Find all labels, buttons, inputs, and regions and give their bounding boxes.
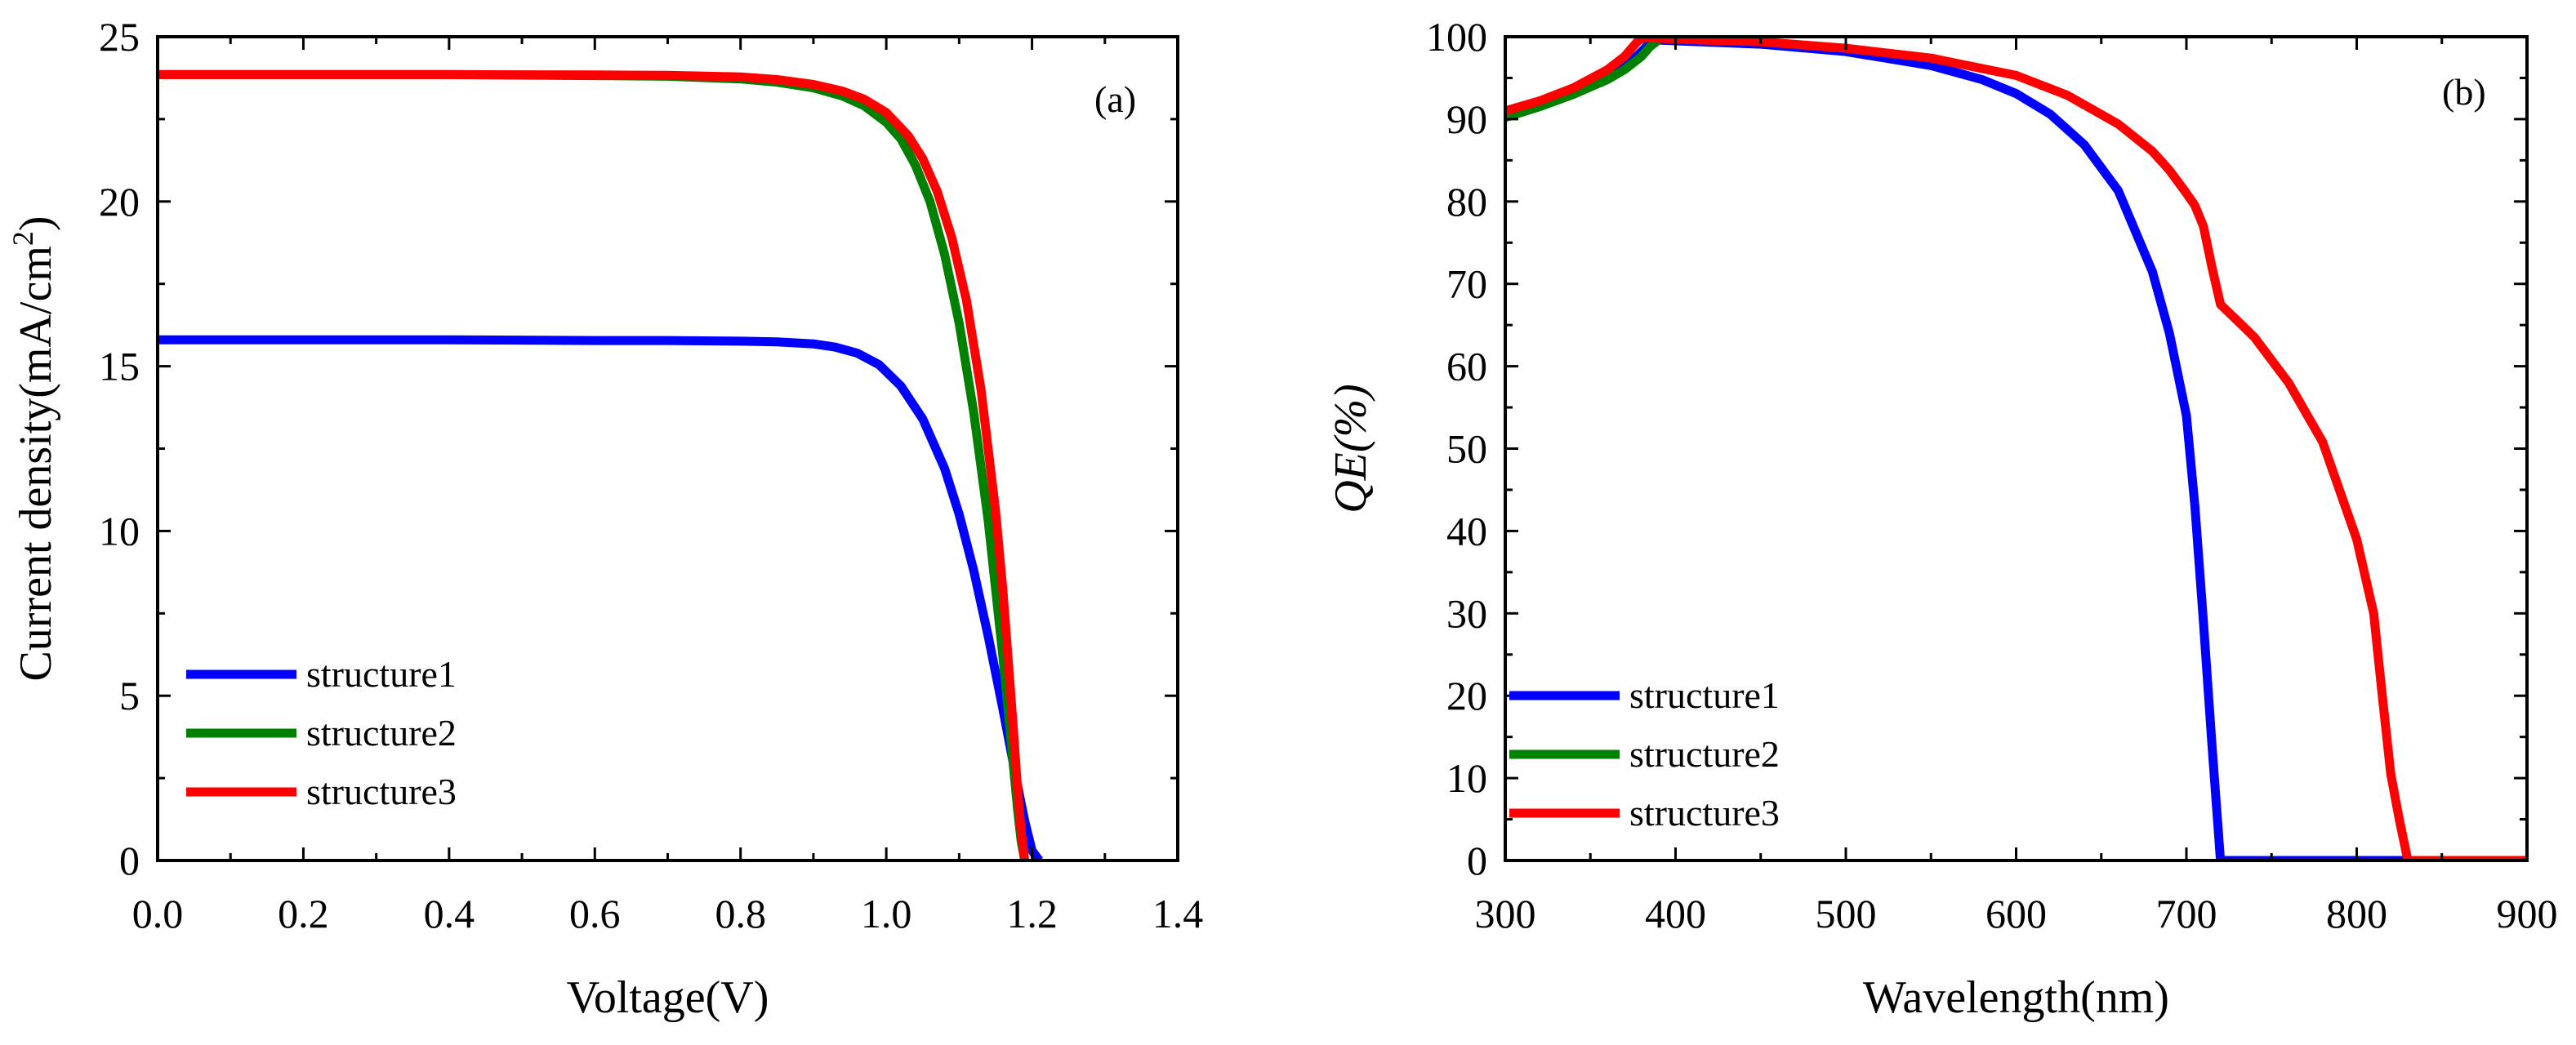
jv-y-axis-title-suffix: ) xyxy=(11,216,61,231)
jv-y-axis-title-superscript: 2 xyxy=(7,231,39,246)
qe-series-line-structure2 xyxy=(1505,37,1662,122)
jv-x-tick-label: 1.4 xyxy=(1152,891,1204,936)
qe-panel-label: (b) xyxy=(2442,71,2486,113)
qe-x-tick-label: 400 xyxy=(1645,891,1706,936)
jv-x-tick-label: 0.8 xyxy=(715,891,766,936)
jv-legend: structure1 structure2 structure3 xyxy=(186,653,457,812)
jv-x-tick-label: 0.6 xyxy=(569,891,621,936)
jv-series-line-structure1 xyxy=(158,335,1043,860)
jv-chart-panel: 0.0 0.2 0.4 0.6 0.8 1.0 1.2 1.4 0 5 10 15 20 25 Volta… xyxy=(7,14,1203,1023)
qe-y-tick-label: 0 xyxy=(1467,838,1487,883)
qe-y-tick-label: 10 xyxy=(1446,755,1487,801)
qe-y-tick-label: 30 xyxy=(1446,590,1487,636)
jv-y-tick-label: 5 xyxy=(119,673,140,718)
qe-y-tick-label: 100 xyxy=(1426,14,1487,60)
jv-y-tick-label: 0 xyxy=(119,838,140,883)
qe-legend-label-structure1: structure1 xyxy=(1629,674,1780,716)
jv-legend-label-structure1: structure1 xyxy=(306,653,457,695)
qe-tick-labels: 300 400 500 600 700 800 900 0 10 20 30 40 50 60 70 80 90… xyxy=(1426,14,2558,936)
qe-x-axis-title: Wavelength(nm) xyxy=(1863,972,2169,1023)
qe-series-layer xyxy=(1505,37,2527,860)
jv-panel-label: (a) xyxy=(1094,78,1136,120)
jv-x-tick-label: 0.4 xyxy=(424,891,475,936)
qe-y-tick-label: 50 xyxy=(1446,426,1487,472)
jv-x-tick-label: 0.0 xyxy=(132,891,184,936)
qe-series-line-structure3 xyxy=(1505,37,2527,860)
qe-y-tick-label: 40 xyxy=(1446,508,1487,554)
jv-y-tick-label: 10 xyxy=(99,508,140,554)
qe-x-tick-label: 700 xyxy=(2156,891,2217,936)
qe-legend-label-structure3: structure3 xyxy=(1629,792,1780,834)
jv-x-tick-label: 0.2 xyxy=(278,891,329,936)
jv-x-axis-title: Voltage(V) xyxy=(567,972,769,1023)
jv-y-tick-label: 15 xyxy=(99,344,140,389)
jv-ticks xyxy=(156,35,1179,862)
qe-y-tick-label: 80 xyxy=(1446,179,1487,225)
qe-chart-panel: 300 400 500 600 700 800 900 0 10 20 30 40 50 60 70 80 90… xyxy=(1326,14,2558,1023)
jv-x-tick-label: 1.2 xyxy=(1006,891,1058,936)
qe-x-tick-label: 300 xyxy=(1475,891,1536,936)
qe-legend: structure1 structure2 structure3 xyxy=(1509,674,1780,834)
jv-series-layer xyxy=(158,69,1043,860)
jv-legend-label-structure2: structure2 xyxy=(306,712,457,754)
jv-series-line-structure2 xyxy=(158,69,1030,860)
jv-legend-label-structure3: structure3 xyxy=(306,771,457,812)
jv-y-axis-title-main: Current density(mA/cm xyxy=(11,246,61,681)
jv-tick-labels: 0.0 0.2 0.4 0.6 0.8 1.0 1.2 1.4 0 5 10 15 20 25 xyxy=(99,14,1203,936)
jv-series-line-structure3 xyxy=(158,69,1030,860)
qe-x-tick-label: 900 xyxy=(2497,891,2558,936)
qe-x-tick-label: 800 xyxy=(2326,891,2387,936)
qe-y-axis-title: QE(%) xyxy=(1326,384,1376,514)
qe-y-tick-label: 90 xyxy=(1446,96,1487,142)
jv-y-axis-title: Current density(mA/cm2) xyxy=(7,216,61,681)
qe-y-tick-label: 60 xyxy=(1446,344,1487,389)
jv-x-tick-label: 1.0 xyxy=(861,891,912,936)
qe-ticks xyxy=(1504,35,2529,862)
jv-y-tick-label: 20 xyxy=(99,179,140,225)
qe-y-tick-label: 70 xyxy=(1446,261,1487,307)
jv-y-tick-label: 25 xyxy=(99,14,140,60)
qe-x-tick-label: 600 xyxy=(1985,891,2047,936)
qe-y-tick-label: 20 xyxy=(1446,673,1487,718)
qe-legend-label-structure2: structure2 xyxy=(1629,733,1780,775)
qe-x-tick-label: 500 xyxy=(1816,891,1877,936)
